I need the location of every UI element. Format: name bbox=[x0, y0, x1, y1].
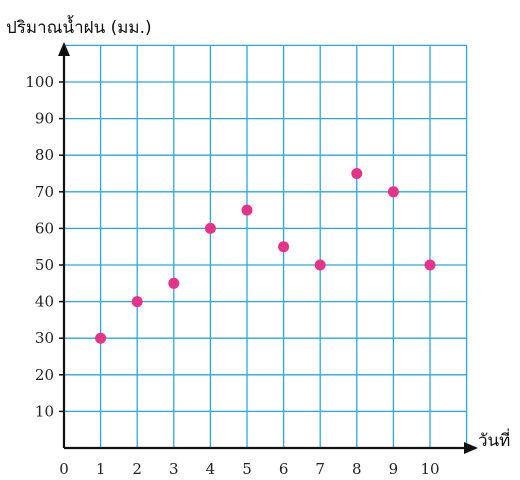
y-tick-label: 10 bbox=[35, 402, 54, 420]
x-tick-label: 5 bbox=[242, 460, 252, 478]
x-axis-arrow bbox=[464, 442, 478, 454]
x-tick-label: 0 bbox=[59, 460, 69, 478]
y-tick-label: 90 bbox=[35, 110, 54, 128]
y-tick-label: 80 bbox=[35, 146, 54, 164]
data-point bbox=[387, 186, 399, 198]
x-tick-label: 6 bbox=[279, 460, 289, 478]
y-axis-title: ปริมาณน้ำฝน (มม.) bbox=[6, 15, 152, 38]
x-axis-title: วันที่ bbox=[478, 428, 510, 451]
x-tick-label: 7 bbox=[315, 460, 325, 478]
data-points bbox=[95, 168, 436, 344]
x-tick-label: 1 bbox=[96, 460, 106, 478]
y-tick-label: 70 bbox=[35, 183, 54, 201]
y-tick-label: 100 bbox=[25, 73, 54, 91]
data-point bbox=[204, 222, 216, 234]
data-point bbox=[241, 204, 253, 216]
y-tick-label: 20 bbox=[35, 366, 54, 384]
x-tick-label: 8 bbox=[352, 460, 362, 478]
data-point bbox=[424, 259, 436, 271]
x-tick-label: 10 bbox=[420, 460, 439, 478]
y-tick-label: 60 bbox=[35, 219, 54, 237]
data-point bbox=[351, 168, 363, 179]
x-tick-label: 3 bbox=[169, 460, 179, 478]
y-tick-label: 40 bbox=[35, 293, 54, 311]
y-axis-arrow bbox=[58, 42, 70, 56]
data-point bbox=[314, 259, 326, 271]
x-tick-label: 4 bbox=[206, 460, 216, 478]
y-tick-label: 50 bbox=[35, 256, 54, 274]
y-tick-label: 30 bbox=[35, 329, 54, 347]
y-tick-labels: 10 20 30 40 50 60 70 80 90 100 bbox=[25, 73, 54, 420]
data-point bbox=[168, 277, 180, 289]
data-point bbox=[95, 332, 107, 344]
x-tick-label: 2 bbox=[132, 460, 142, 478]
x-tick-labels: 0 1 2 3 4 5 6 7 8 9 10 bbox=[59, 460, 439, 478]
axes bbox=[58, 42, 478, 454]
x-tick-label: 9 bbox=[389, 460, 399, 478]
data-point bbox=[131, 296, 143, 308]
grid bbox=[64, 44, 468, 448]
data-point bbox=[278, 241, 290, 253]
